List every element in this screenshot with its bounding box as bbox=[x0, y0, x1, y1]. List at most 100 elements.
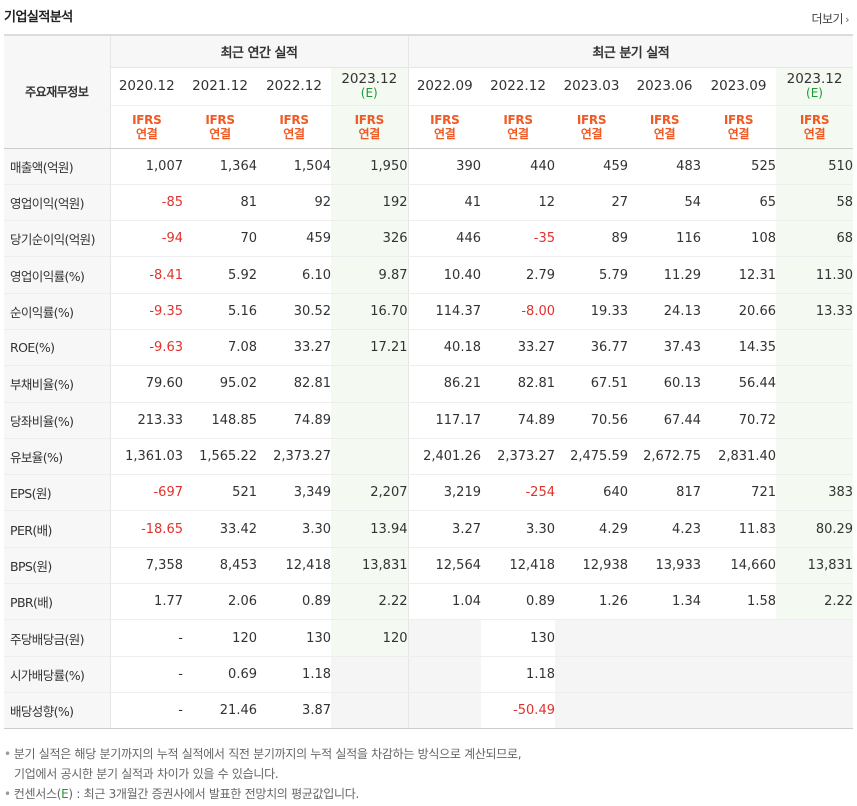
table-cell: 13,831 bbox=[331, 547, 408, 585]
table-row: ROE(%) -9.63 7.08 33.27 17.21 40.18 33.27 36.77… bbox=[4, 329, 854, 367]
table-row: 당기순이익(억원) -94 70 459 326 446 -35 89 116 108 68 bbox=[4, 220, 854, 258]
table-cell: 3.30 bbox=[481, 510, 555, 548]
more-label[interactable]: 더보기 bbox=[811, 12, 844, 26]
table-cell: 33.27 bbox=[257, 329, 331, 367]
table-cell: 1.77 bbox=[110, 583, 183, 621]
table-cell: 440 bbox=[481, 148, 555, 185]
basis-standard: IFRS bbox=[354, 112, 385, 127]
table-cell: -697 bbox=[110, 474, 183, 512]
row-label: 부채비율(%) bbox=[4, 365, 111, 403]
table-cell: 1,950 bbox=[331, 148, 408, 185]
period-header: 2022.12 bbox=[481, 67, 555, 106]
table-cell: 14.35 bbox=[701, 329, 776, 367]
table-cell: 89 bbox=[555, 220, 628, 258]
table-cell bbox=[628, 656, 701, 693]
basis-scope: 연결 bbox=[358, 126, 381, 141]
table-cell: 2.22 bbox=[776, 583, 854, 621]
basis-standard: IFRS bbox=[649, 112, 680, 127]
table-cell: 12,418 bbox=[257, 547, 331, 585]
table-cell: 2,401.26 bbox=[407, 438, 481, 476]
table-cell: 3.87 bbox=[257, 692, 331, 730]
table-cell bbox=[331, 365, 408, 403]
basis-scope: 연결 bbox=[653, 126, 676, 141]
footnotes: • 분기 실적은 해당 분기까지의 누적 실적에서 직전 분기까지의 누적 실적을… bbox=[4, 744, 522, 804]
basis-header: IFRS 연결 bbox=[555, 105, 628, 149]
row-label: EPS(원) bbox=[4, 474, 111, 512]
table-cell: 30.52 bbox=[257, 293, 331, 330]
table-cell bbox=[776, 656, 854, 693]
table-cell: 12.31 bbox=[701, 256, 776, 294]
period-header: 2021.12 bbox=[183, 67, 257, 106]
table-cell: 58 bbox=[776, 184, 854, 222]
table-cell: 120 bbox=[183, 619, 257, 657]
table-cell: 5.92 bbox=[183, 256, 257, 294]
table-cell: 459 bbox=[257, 220, 331, 258]
basis-scope: 연결 bbox=[136, 126, 158, 141]
table-cell: 12,418 bbox=[481, 547, 555, 585]
table-cell: 13,933 bbox=[628, 547, 701, 585]
table-cell bbox=[701, 656, 776, 693]
row-label: BPS(원) bbox=[4, 547, 111, 585]
table-cell: 483 bbox=[628, 148, 701, 185]
table-cell: 3.30 bbox=[257, 510, 331, 548]
table-row: 당좌비율(%) 213.33 148.85 74.89 117.17 74.89 70.56… bbox=[4, 402, 854, 439]
table-cell: 383 bbox=[776, 474, 854, 512]
basis-standard: IFRS bbox=[430, 112, 460, 127]
side-header: 주요재무정보 bbox=[4, 34, 111, 149]
basis-standard: IFRS bbox=[799, 112, 830, 127]
table-cell: 2,207 bbox=[331, 474, 408, 512]
table-cell: 6.10 bbox=[257, 256, 331, 294]
table-cell: 108 bbox=[701, 220, 776, 258]
period-label: 2023.09 bbox=[710, 78, 767, 94]
table-cell: 17.21 bbox=[331, 329, 408, 367]
period-label: 2022.12 bbox=[266, 78, 322, 94]
table-cell: 8,453 bbox=[183, 547, 257, 585]
row-label: PBR(배) bbox=[4, 583, 111, 621]
table-cell bbox=[407, 656, 481, 693]
table-cell: 70 bbox=[183, 220, 257, 258]
table-cell: 1.18 bbox=[257, 656, 331, 693]
table-cell: 446 bbox=[407, 220, 481, 258]
table-cell: 24.13 bbox=[628, 293, 701, 330]
table-cell: 74.89 bbox=[481, 402, 555, 439]
table-cell: 4.23 bbox=[628, 510, 701, 548]
table-cell: 0.89 bbox=[481, 583, 555, 621]
table-cell bbox=[407, 692, 481, 730]
table-cell: 21.46 bbox=[183, 692, 257, 730]
period-header-row: 2020.12 2021.12 2022.12 2023.12 (E) 2022.09 20… bbox=[4, 67, 854, 106]
annual-group-header: 최근 연간 실적 bbox=[110, 34, 408, 68]
table-cell: 2,672.75 bbox=[628, 438, 701, 476]
table-cell: 390 bbox=[407, 148, 481, 185]
table-cell: -94 bbox=[110, 220, 183, 258]
basis-header: IFRS 연결 bbox=[776, 105, 854, 149]
table-cell: 721 bbox=[701, 474, 776, 512]
table-cell bbox=[555, 619, 628, 657]
period-header: 2023.03 bbox=[555, 67, 628, 106]
chevron-right-icon[interactable]: › bbox=[845, 13, 849, 26]
row-label: ROE(%) bbox=[4, 329, 111, 367]
table-cell: -85 bbox=[110, 184, 183, 222]
table-row: 순이익률(%) -9.35 5.16 30.52 16.70 114.37 -8.00 19.… bbox=[4, 293, 854, 330]
table-cell: 86.21 bbox=[407, 365, 481, 403]
table-cell: 2,475.59 bbox=[555, 438, 628, 476]
table-cell bbox=[555, 692, 628, 730]
table-cell bbox=[555, 656, 628, 693]
table-cell bbox=[776, 365, 854, 403]
table-cell: 3,219 bbox=[407, 474, 481, 512]
more-link[interactable]: 더보기 › bbox=[811, 10, 849, 27]
table-cell: 817 bbox=[628, 474, 701, 512]
table-row: 매출액(억원) 1,007 1,364 1,504 1,950 390 440 459 483 5… bbox=[4, 148, 854, 185]
table-cell: 213.33 bbox=[110, 402, 183, 439]
table-cell: 2,831.40 bbox=[701, 438, 776, 476]
period-label: 2022.09 bbox=[416, 78, 473, 94]
basis-header: IFRS 연결 bbox=[481, 105, 555, 149]
table-cell: 1,504 bbox=[257, 148, 331, 185]
table-cell: 27 bbox=[555, 184, 628, 222]
basis-scope: 연결 bbox=[507, 126, 529, 141]
table-cell: 33.27 bbox=[481, 329, 555, 367]
table-cell: 120 bbox=[331, 619, 408, 657]
table-cell: 510 bbox=[776, 148, 854, 185]
basis-header: IFRS 연결 bbox=[331, 105, 408, 149]
table-cell: 11.30 bbox=[776, 256, 854, 294]
table-cell: 0.69 bbox=[183, 656, 257, 693]
